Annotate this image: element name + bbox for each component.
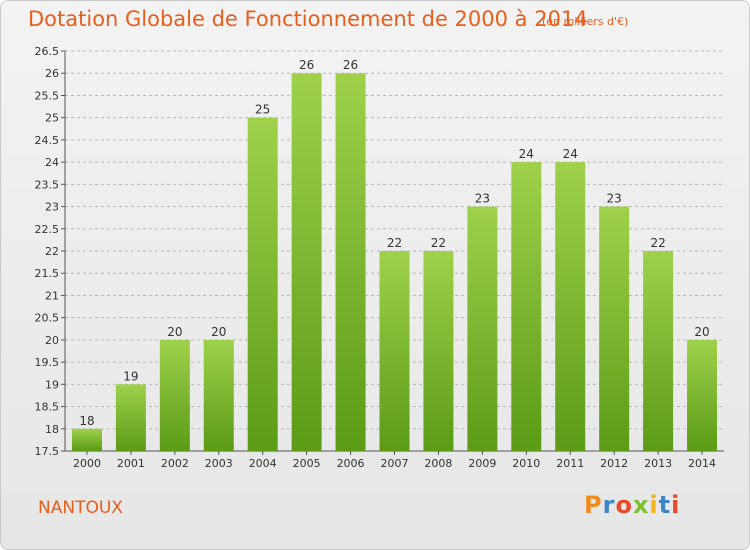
- chart-title: Dotation Globale de Fonctionnement de 20…: [28, 7, 588, 31]
- y-tick-label: 26: [45, 67, 59, 80]
- y-tick-label: 23.5: [35, 178, 60, 191]
- x-tick-label: 2003: [205, 457, 233, 470]
- bar: [159, 339, 190, 451]
- bar: [291, 73, 322, 451]
- data-label: 23: [475, 192, 490, 206]
- y-tick-label: 24.5: [35, 134, 60, 147]
- bar: [467, 206, 498, 451]
- bar: [511, 162, 542, 451]
- commune-name: NANTOUX: [38, 498, 123, 518]
- y-tick-label: 25: [45, 112, 59, 125]
- logo-letter: i: [671, 491, 681, 519]
- x-tick-label: 2004: [249, 457, 277, 470]
- data-label: 22: [387, 236, 402, 250]
- data-label: 20: [167, 325, 182, 339]
- x-tick-label: 2012: [600, 457, 628, 470]
- proxiti-logo[interactable]: Proxiti: [584, 491, 680, 519]
- data-label: 25: [255, 103, 270, 117]
- y-tick-label: 24: [45, 156, 59, 169]
- y-tick-label: 23: [45, 201, 59, 214]
- data-label: 18: [79, 414, 94, 428]
- x-tick-label: 2009: [468, 457, 496, 470]
- data-label: 20: [211, 325, 226, 339]
- y-tick-label: 22.5: [35, 223, 60, 236]
- bar: [71, 428, 102, 451]
- logo-letter: o: [615, 491, 633, 519]
- x-tick-label: 2011: [556, 457, 584, 470]
- y-tick-label: 19.5: [35, 356, 60, 369]
- x-tick-label: 2010: [512, 457, 540, 470]
- data-label: 24: [563, 147, 578, 161]
- chart-unit: (en milliers d'€): [542, 15, 629, 28]
- logo-letter: t: [658, 491, 672, 519]
- x-tick-label: 2005: [293, 457, 321, 470]
- y-tick-label: 25.5: [35, 89, 60, 102]
- data-label: 20: [694, 325, 709, 339]
- y-tick-label: 21: [45, 289, 59, 302]
- x-tick-label: 2014: [688, 457, 716, 470]
- bar: [643, 251, 674, 451]
- y-tick-label: 20.5: [35, 312, 60, 325]
- logo-letter: P: [584, 491, 603, 519]
- x-tick-label: 2000: [73, 457, 101, 470]
- bar: [687, 339, 718, 451]
- bar: [335, 73, 366, 451]
- bar: [599, 206, 630, 451]
- y-tick-label: 22: [45, 245, 59, 258]
- data-label: 26: [343, 58, 358, 72]
- x-tick-label: 2006: [337, 457, 365, 470]
- data-label: 23: [607, 192, 622, 206]
- bar: [203, 339, 234, 451]
- y-tick-label: 17.5: [35, 445, 60, 458]
- labels: 17.5 18 18.5 19 19.5 20 20.5 21 21.5 22 22.5 23 23.5…: [35, 45, 717, 470]
- data-label: 22: [650, 236, 665, 250]
- y-tick-label: 18.5: [35, 401, 60, 414]
- y-tick-label: 18: [45, 423, 59, 436]
- y-tick-label: 20: [45, 334, 59, 347]
- x-tick-label: 2007: [381, 457, 409, 470]
- bar: [379, 251, 410, 451]
- bar: [555, 162, 586, 451]
- data-label: 22: [431, 236, 446, 250]
- logo-letter: r: [602, 491, 616, 519]
- data-label: 26: [299, 58, 314, 72]
- y-tick-label: 21.5: [35, 267, 60, 280]
- logo-letter: x: [632, 491, 650, 519]
- x-tick-label: 2008: [424, 457, 452, 470]
- x-tick-label: 2002: [161, 457, 189, 470]
- bar: [247, 117, 278, 452]
- bar: [115, 384, 146, 451]
- x-tick-label: 2013: [644, 457, 672, 470]
- bar: [423, 251, 454, 451]
- y-tick-label: 19: [45, 378, 59, 391]
- x-tick-label: 2001: [117, 457, 145, 470]
- y-tick-label: 26.5: [35, 45, 60, 58]
- data-label: 19: [123, 369, 138, 383]
- logo-letter: i: [649, 491, 659, 519]
- bars: [71, 73, 718, 452]
- data-label: 24: [519, 147, 534, 161]
